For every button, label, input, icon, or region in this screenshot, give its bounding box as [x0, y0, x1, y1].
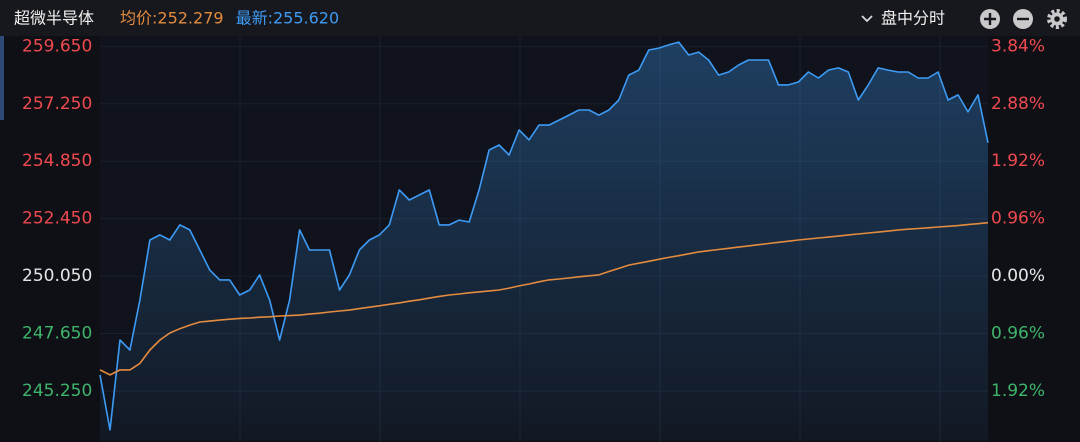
zoom-in-button[interactable]	[980, 9, 1000, 29]
side-indicator	[0, 36, 4, 120]
y-tick-label: 245.250	[22, 381, 92, 401]
view-dropdown[interactable]: 盘中分时	[861, 9, 945, 28]
y2-tick-label: 0.96%	[991, 324, 1045, 344]
y-tick-label: 250.050	[22, 266, 92, 286]
header-bar	[0, 0, 1080, 36]
y2-tick-label: 2.88%	[991, 94, 1045, 114]
average-line	[99, 221, 989, 376]
legend-entry: 均价:252.279	[120, 9, 224, 28]
legend-entry: 最新:255.620	[236, 9, 340, 28]
dropdown-arrow	[861, 15, 873, 23]
y-tick-label: 247.650	[22, 324, 92, 344]
price-line	[99, 41, 989, 431]
zoom-out-button[interactable]	[1013, 9, 1033, 29]
price-area	[100, 42, 988, 440]
y-tick-label: 254.850	[22, 151, 92, 171]
y2-tick-label: 1.92%	[991, 381, 1045, 401]
y-tick-label: 252.450	[22, 209, 92, 229]
view-menu[interactable]: 盘中分时	[881, 9, 945, 28]
y2-tick-label: 0.96%	[991, 209, 1045, 229]
y2-tick-label: 3.84%	[991, 36, 1045, 56]
chart-title: 超微半导体	[14, 9, 94, 28]
y2-tick-label: 1.92%	[991, 151, 1045, 171]
y2-tick-label: 0.00%	[991, 266, 1045, 286]
y-tick-label: 257.250	[22, 94, 92, 114]
settings-button[interactable]	[1047, 9, 1067, 29]
y-tick-label: 259.650	[22, 36, 92, 56]
